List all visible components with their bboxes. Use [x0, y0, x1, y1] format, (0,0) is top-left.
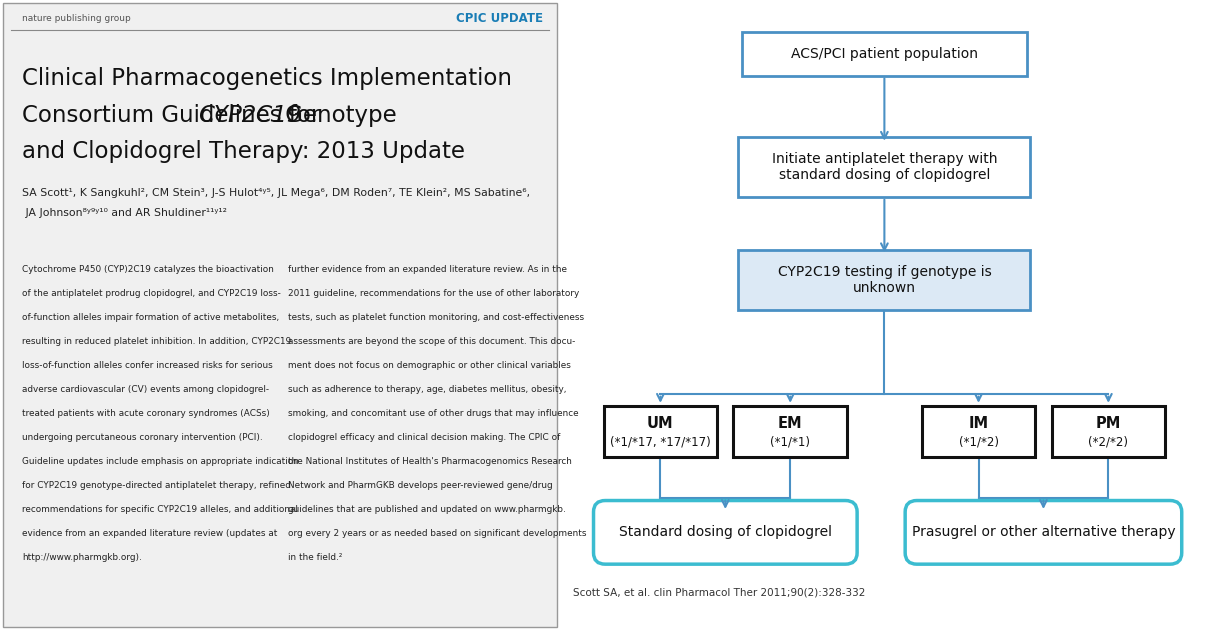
Text: smoking, and concomitant use of other drugs that may influence: smoking, and concomitant use of other dr… [288, 409, 579, 418]
Text: CPIC UPDATE: CPIC UPDATE [456, 13, 543, 25]
Text: 2011 guideline, recommendations for the use of other laboratory: 2011 guideline, recommendations for the … [288, 289, 579, 298]
Text: resulting in reduced platelet inhibition. In addition, CYP2C19: resulting in reduced platelet inhibition… [23, 337, 291, 346]
Text: IM: IM [968, 416, 989, 431]
Text: JA Johnson⁸ʸ⁹ʸ¹⁰ and AR Shuldiner¹¹ʸ¹²: JA Johnson⁸ʸ⁹ʸ¹⁰ and AR Shuldiner¹¹ʸ¹² [23, 208, 227, 218]
FancyBboxPatch shape [906, 500, 1181, 564]
Text: (*1/*17, *17/*17): (*1/*17, *17/*17) [611, 436, 711, 449]
Text: ACS/PCI patient population: ACS/PCI patient population [791, 47, 978, 60]
Text: adverse cardiovascular (CV) events among clopidogrel-: adverse cardiovascular (CV) events among… [23, 385, 270, 394]
Text: UM: UM [647, 416, 673, 431]
Text: of the antiplatelet prodrug clopidogrel, and CYP2C19 loss-: of the antiplatelet prodrug clopidogrel,… [23, 289, 282, 298]
Text: http://www.pharmgkb.org).: http://www.pharmgkb.org). [23, 553, 143, 561]
Text: Genotype: Genotype [278, 104, 397, 127]
Text: (*1/*1): (*1/*1) [770, 436, 810, 449]
Text: SA Scott¹, K Sangkuhl², CM Stein³, J-S Hulot⁴ʸ⁵, JL Mega⁶, DM Roden⁷, TE Klein²,: SA Scott¹, K Sangkuhl², CM Stein³, J-S H… [23, 188, 531, 198]
FancyBboxPatch shape [603, 406, 717, 457]
Text: undergoing percutaneous coronary intervention (PCI).: undergoing percutaneous coronary interve… [23, 433, 264, 442]
Text: in the field.²: in the field.² [288, 553, 342, 561]
Text: the National Institutes of Health's Pharmacogenomics Research: the National Institutes of Health's Phar… [288, 457, 572, 466]
Text: PM: PM [1095, 416, 1121, 431]
Text: evidence from an expanded literature review (updates at: evidence from an expanded literature rev… [23, 529, 278, 537]
FancyBboxPatch shape [739, 250, 1030, 310]
Text: and Clopidogrel Therapy: 2013 Update: and Clopidogrel Therapy: 2013 Update [23, 140, 465, 163]
FancyBboxPatch shape [2, 3, 557, 627]
Text: loss-of-function alleles confer increased risks for serious: loss-of-function alleles confer increase… [23, 361, 273, 370]
Text: CYP2C19 testing if genotype is
unknown: CYP2C19 testing if genotype is unknown [777, 265, 991, 295]
Text: tests, such as platelet function monitoring, and cost-effectiveness: tests, such as platelet function monitor… [288, 313, 584, 322]
FancyBboxPatch shape [739, 137, 1030, 197]
FancyBboxPatch shape [1052, 406, 1165, 457]
Text: recommendations for specific CYP2C19 alleles, and additional: recommendations for specific CYP2C19 all… [23, 505, 299, 513]
Text: EM: EM [777, 416, 803, 431]
Text: Scott SA, et al. clin Pharmacol Ther 2011;90(2):328-332: Scott SA, et al. clin Pharmacol Ther 201… [573, 587, 866, 597]
Text: ment does not focus on demographic or other clinical variables: ment does not focus on demographic or ot… [288, 361, 571, 370]
Text: Standard dosing of clopidogrel: Standard dosing of clopidogrel [619, 525, 832, 539]
Text: Clinical Pharmacogenetics Implementation: Clinical Pharmacogenetics Implementation [23, 67, 513, 90]
Text: for CYP2C19 genotype-directed antiplatelet therapy, refined: for CYP2C19 genotype-directed antiplatel… [23, 481, 291, 490]
Text: nature publishing group: nature publishing group [23, 14, 131, 23]
FancyBboxPatch shape [594, 500, 857, 564]
Text: further evidence from an expanded literature review. As in the: further evidence from an expanded litera… [288, 265, 567, 274]
Text: (*2/*2): (*2/*2) [1088, 436, 1128, 449]
Text: clopidogrel efficacy and clinical decision making. The CPIC of: clopidogrel efficacy and clinical decisi… [288, 433, 561, 442]
Text: such as adherence to therapy, age, diabetes mellitus, obesity,: such as adherence to therapy, age, diabe… [288, 385, 567, 394]
Text: of-function alleles impair formation of active metabolites,: of-function alleles impair formation of … [23, 313, 279, 322]
Text: CYP2C19: CYP2C19 [198, 104, 301, 127]
FancyBboxPatch shape [734, 406, 848, 457]
Text: Prasugrel or other alternative therapy: Prasugrel or other alternative therapy [912, 525, 1175, 539]
FancyBboxPatch shape [741, 32, 1028, 76]
Text: Consortium Guidelines for: Consortium Guidelines for [23, 104, 328, 127]
Text: Network and PharmGKB develops peer-reviewed gene/drug: Network and PharmGKB develops peer-revie… [288, 481, 553, 490]
Text: org every 2 years or as needed based on significant developments: org every 2 years or as needed based on … [288, 529, 586, 537]
Text: Initiate antiplatelet therapy with
standard dosing of clopidogrel: Initiate antiplatelet therapy with stand… [771, 152, 997, 182]
Text: Cytochrome P450 (CYP)2C19 catalyzes the bioactivation: Cytochrome P450 (CYP)2C19 catalyzes the … [23, 265, 274, 274]
Text: treated patients with acute coronary syndromes (ACSs): treated patients with acute coronary syn… [23, 409, 270, 418]
Text: Guideline updates include emphasis on appropriate indication: Guideline updates include emphasis on ap… [23, 457, 300, 466]
FancyBboxPatch shape [921, 406, 1035, 457]
Text: guidelines that are published and updated on www.pharmgkb.: guidelines that are published and update… [288, 505, 566, 513]
Text: assessments are beyond the scope of this document. This docu-: assessments are beyond the scope of this… [288, 337, 575, 346]
Text: (*1/*2): (*1/*2) [959, 436, 999, 449]
